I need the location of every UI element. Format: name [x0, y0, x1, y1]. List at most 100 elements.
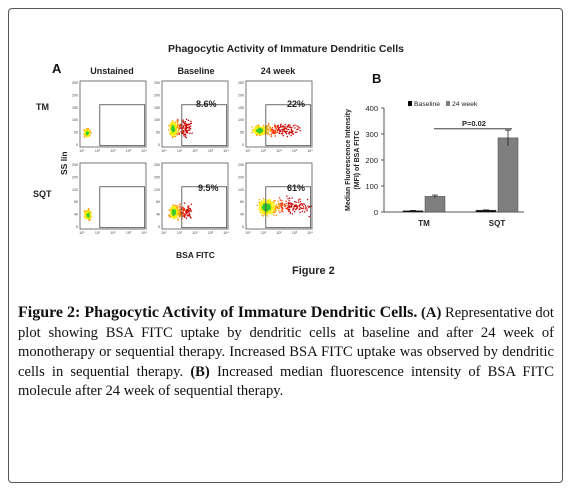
legend-swatch-24week: [446, 101, 450, 106]
event-dot: [176, 212, 178, 215]
event-dot: [183, 215, 186, 218]
event-dot: [300, 203, 302, 205]
event-dot: [183, 207, 185, 209]
event-dot: [254, 128, 256, 131]
event-dot: [260, 130, 262, 132]
event-dot: [257, 125, 259, 127]
event-dot: [264, 207, 266, 210]
event-dot: [172, 128, 175, 131]
x-tick-label: 10³: [292, 149, 298, 153]
y-tick-label: 0: [158, 225, 160, 229]
event-dot: [262, 131, 264, 133]
event-dot: [288, 126, 290, 128]
event-dot: [174, 131, 177, 133]
event-dot: [262, 215, 265, 217]
x-tick-label: 10¹: [261, 149, 267, 153]
event-dot: [296, 125, 298, 127]
event-dot: [277, 126, 279, 128]
event-dot: [261, 214, 263, 216]
event-dot: [291, 132, 294, 135]
event-dot: [266, 202, 269, 204]
event-dot: [255, 129, 258, 131]
event-dot: [255, 131, 257, 133]
percentage-sqt-24week: 61%: [287, 183, 306, 193]
event-dot: [181, 215, 183, 218]
event-dot: [274, 129, 276, 131]
event-dot: [181, 211, 184, 213]
y-tick-label: 120: [72, 188, 78, 192]
event-dot: [308, 206, 310, 208]
event-dot: [276, 131, 278, 133]
x-tick-label: 10²: [276, 149, 282, 153]
event-dot: [186, 118, 188, 121]
event-dot: [258, 131, 260, 133]
x-tick-label: 10³: [126, 149, 132, 153]
event-dot: [189, 215, 191, 217]
event-dot: [87, 131, 89, 133]
panel-a-letter: A: [52, 61, 62, 76]
y-tick-label: 0: [242, 143, 244, 147]
event-dot: [263, 126, 265, 128]
event-dot: [189, 207, 191, 210]
event-dot: [280, 126, 282, 128]
y-tick-label: 0: [374, 208, 378, 217]
event-dot: [179, 206, 181, 208]
event-dot: [85, 217, 87, 220]
event-dot: [171, 130, 173, 132]
event-dot: [85, 211, 87, 213]
event-dot: [264, 209, 266, 212]
event-dot: [175, 207, 177, 210]
event-dot: [271, 208, 273, 210]
event-dot: [177, 133, 179, 136]
event-dot: [263, 212, 265, 214]
figure-title: Phagocytic Activity of Immature Dendriti…: [168, 43, 404, 55]
event-dot: [170, 208, 172, 210]
event-dot: [84, 131, 87, 133]
bar-tm-24week: [424, 196, 446, 213]
event-dot: [167, 214, 170, 216]
event-dot: [261, 127, 263, 129]
event-dot: [184, 124, 186, 126]
event-dot: [180, 213, 182, 215]
event-dot: [264, 198, 266, 200]
event-dot: [276, 206, 278, 208]
event-dot: [295, 201, 297, 203]
event-dot: [172, 210, 174, 212]
event-dot: [256, 134, 258, 136]
x-tick-label: 10⁰: [245, 231, 251, 235]
event-dot: [173, 205, 175, 208]
event-dot: [280, 202, 282, 205]
event-dot: [88, 219, 90, 222]
event-dot: [179, 125, 181, 127]
event-dot: [189, 129, 191, 131]
event-dot: [259, 127, 261, 129]
x-tick-label: 10⁴: [141, 231, 147, 235]
event-dot: [174, 216, 176, 218]
event-dot: [262, 210, 264, 212]
event-dot: [266, 209, 269, 211]
x-tick-label: 10¹: [95, 149, 101, 153]
event-dot: [86, 214, 89, 216]
plot-frame: [245, 80, 313, 148]
event-dot: [187, 124, 189, 126]
event-dot: [169, 214, 171, 216]
event-dot: [178, 213, 181, 215]
event-dot: [276, 206, 278, 208]
event-dot: [262, 201, 264, 203]
event-dot: [269, 201, 271, 204]
event-dot: [290, 206, 293, 208]
event-dot: [175, 217, 177, 219]
y-axis-label: Median Fluorescence Intensity (MFI) of BS…: [345, 109, 361, 211]
event-dot: [174, 214, 176, 217]
event-dot: [292, 130, 294, 132]
event-dot: [89, 216, 91, 218]
event-dot: [253, 129, 255, 132]
event-dot: [266, 210, 269, 213]
event-dot: [176, 207, 178, 209]
event-dot: [182, 126, 184, 128]
y-tick-label: 400: [365, 104, 378, 113]
event-dot: [261, 132, 264, 134]
event-dot: [299, 203, 301, 206]
event-dot: [170, 130, 172, 132]
event-dot: [259, 204, 262, 206]
